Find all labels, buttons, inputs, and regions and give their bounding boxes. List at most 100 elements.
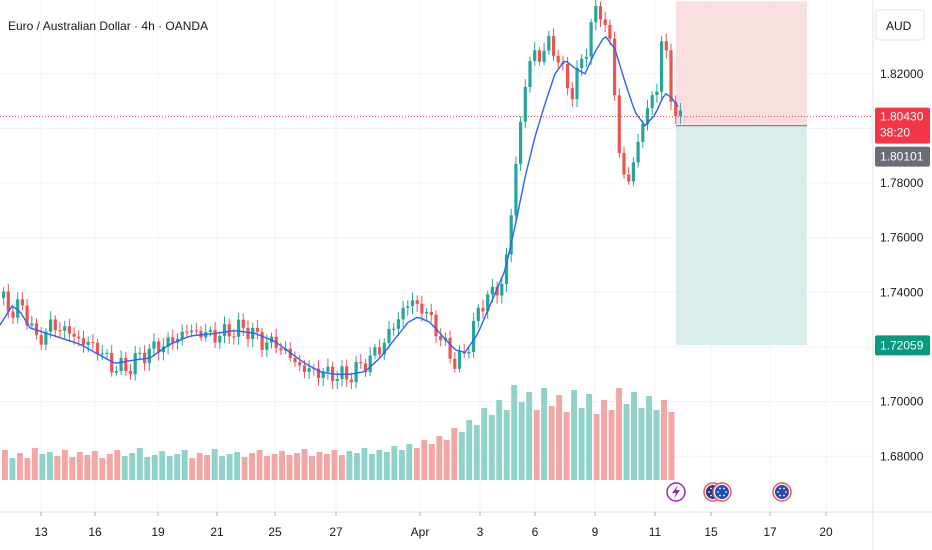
candle-body (467, 351, 471, 354)
volume-bar (331, 450, 338, 480)
volume-bar (324, 454, 330, 480)
volume-bar (511, 385, 518, 480)
volume-bar (623, 404, 630, 480)
candle-body (208, 330, 212, 332)
volume-bar (383, 452, 390, 480)
volume-bar (181, 450, 188, 480)
candle-body (631, 162, 635, 182)
x-tick-label: 17 (763, 525, 777, 539)
x-tick-label: 19 (151, 525, 165, 539)
volume-bar (31, 448, 38, 480)
time-axis[interactable]: 13 16 19 21 25 27 Apr 3 6 9 11 15 17 20 (34, 512, 833, 539)
flag-star (779, 494, 781, 497)
moving-average-line (0, 35, 679, 375)
candle-body (359, 362, 363, 364)
candle-body (551, 35, 556, 56)
candle-body (6, 291, 10, 312)
candle-body (608, 24, 612, 39)
candle-body (105, 353, 109, 355)
flag-star (710, 487, 712, 490)
volume-bar (653, 410, 660, 480)
candle-body (425, 311, 429, 314)
candle-body (363, 363, 368, 373)
candle-body (260, 331, 264, 350)
candle-body (420, 303, 424, 314)
event-markers[interactable] (666, 482, 792, 502)
candle-body (77, 336, 81, 339)
volume-bar (76, 452, 83, 480)
candle-body (589, 22, 593, 57)
candle-body (387, 328, 391, 343)
candle-body (453, 358, 457, 369)
take-profit-zone[interactable] (676, 125, 807, 346)
candle-body (67, 326, 71, 334)
candle-body (598, 6, 603, 20)
candle-body (222, 324, 227, 336)
candle-body (49, 319, 53, 332)
volume-bar (91, 451, 98, 480)
candle-body (321, 371, 325, 378)
volume-bar (106, 454, 113, 480)
volume-bar (593, 414, 600, 480)
x-tick-label: Apr (411, 525, 430, 539)
eu-flag-icon-fill (715, 485, 729, 499)
candle-body (349, 379, 353, 383)
volume-bar (279, 451, 285, 480)
volume-bar (256, 450, 263, 480)
volume-bar (54, 456, 61, 480)
volume-bar (428, 444, 435, 480)
candle-body (415, 300, 419, 304)
currency-box[interactable] (875, 9, 925, 41)
volume-bar (219, 456, 226, 480)
volume-bar (376, 450, 383, 480)
volume-bar (436, 436, 443, 480)
grid-lines (0, 0, 873, 512)
candle-body (133, 353, 137, 375)
candle-body (335, 378, 339, 382)
x-tick-label: 20 (819, 525, 833, 539)
candle-body (490, 286, 494, 295)
candle-body (650, 95, 654, 109)
volume-bar (601, 400, 607, 480)
volume-bar (616, 388, 622, 480)
candle-body (575, 67, 579, 100)
volume-bar (166, 456, 173, 480)
candle-body (232, 336, 236, 338)
candle-body (30, 323, 34, 326)
candle-body (316, 368, 321, 378)
candle-body (584, 56, 588, 59)
candle-body (255, 327, 259, 332)
candle-body (429, 311, 433, 315)
entry-price-badge (875, 146, 930, 167)
volume-bar (316, 452, 323, 480)
candle-body (16, 299, 20, 318)
flag-star (710, 494, 712, 497)
volume-bar (249, 453, 256, 480)
volume-bar (668, 412, 675, 480)
volume-bar (473, 425, 480, 480)
currency-label: AUD (886, 19, 912, 33)
x-tick-label: 3 (477, 525, 484, 539)
candle-body (213, 330, 217, 343)
candle-body (396, 319, 400, 329)
candle-body (39, 335, 43, 345)
volume-bar (264, 456, 270, 480)
volume-bar (294, 453, 300, 480)
candle-body (110, 353, 114, 373)
candle-body (302, 365, 306, 372)
candle-body (448, 337, 452, 359)
flag-star (785, 491, 787, 493)
volume-bar (421, 440, 428, 480)
candle-body (603, 19, 607, 25)
stop-loss-zone[interactable] (676, 1, 807, 126)
flag-star (719, 487, 721, 490)
candle-body (406, 306, 410, 308)
candle-body (509, 215, 513, 255)
candle-body (500, 283, 504, 296)
candle-body (246, 327, 250, 340)
candlesticks (2, 0, 682, 390)
candle-body (401, 307, 405, 320)
position-tool[interactable] (676, 1, 807, 346)
